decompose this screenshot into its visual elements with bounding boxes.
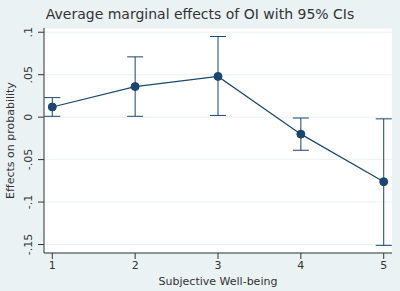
svg-text:-.1: -.1 [22,195,35,209]
svg-text:Subjective Well-being: Subjective Well-being [159,275,278,288]
svg-text:4: 4 [297,259,304,272]
svg-text:0: 0 [22,114,35,121]
svg-text:.05: .05 [22,66,35,84]
svg-text:2: 2 [132,259,139,272]
svg-text:Effects on probability: Effects on probability [8,82,17,199]
svg-text:1: 1 [49,259,56,272]
svg-text:3: 3 [215,259,222,272]
svg-text:-.15: -.15 [22,234,35,255]
html-text:Average marginal effects of OI: Average marginal effects of OI with 95% … [45,6,355,22]
svg-text:5: 5 [380,259,387,272]
svg-text:.1: .1 [22,27,35,38]
svg-text:-.05: -.05 [22,149,35,170]
